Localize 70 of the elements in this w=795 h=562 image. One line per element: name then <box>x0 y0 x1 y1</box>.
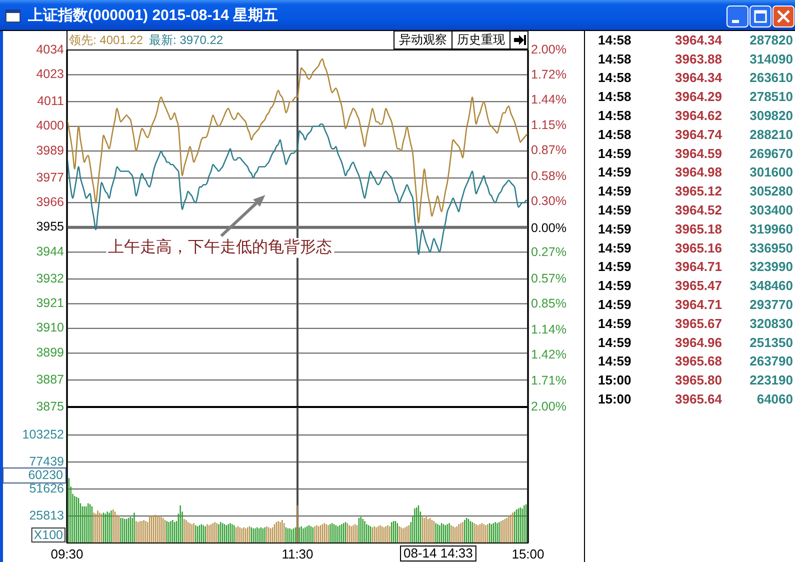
data-label: 251350 <box>750 334 793 350</box>
category-label: 14:59 <box>598 221 632 236</box>
data-label: 3964.52 <box>675 202 722 218</box>
category-label: 15:00 <box>598 392 632 407</box>
data-label: 3965.18 <box>675 221 722 236</box>
data-label: 303400 <box>750 202 793 218</box>
y-tick-label: 51626 <box>29 481 64 496</box>
category-label: 14:59 <box>598 240 632 256</box>
data-label: 263790 <box>750 354 793 369</box>
data-label: 3965.80 <box>675 372 722 388</box>
category-label: 14:59 <box>598 202 632 218</box>
data-label: 3964.59 <box>675 146 722 161</box>
data-label: 348460 <box>750 278 793 294</box>
data-label: 3965.64 <box>675 392 723 407</box>
x-tick-label: 11:30 <box>282 546 314 562</box>
y-tick-label: 103252 <box>22 427 64 442</box>
data-label: 3964.96 <box>675 334 722 350</box>
data-label: 3965.67 <box>675 316 722 331</box>
category-label: 14:58 <box>598 108 632 124</box>
data-label: 3964.71 <box>675 259 722 274</box>
x-tick-label: 15:00 <box>512 546 544 562</box>
data-label: 3964.62 <box>675 108 722 124</box>
data-label: 263610 <box>750 70 793 86</box>
category-label: 14:58 <box>598 70 632 86</box>
data-label: 309820 <box>750 108 793 124</box>
data-label: 3964.98 <box>675 164 722 180</box>
category-label: 14:59 <box>598 164 632 180</box>
category-label: 14:58 <box>598 89 632 104</box>
data-label: 3964.71 <box>675 297 722 312</box>
data-label: 3963.88 <box>675 51 722 66</box>
data-label: 314090 <box>750 51 793 66</box>
data-label: 293770 <box>750 297 793 312</box>
data-label: 319960 <box>750 221 793 236</box>
data-label: 305280 <box>750 184 793 199</box>
category-label: 14:59 <box>598 259 632 274</box>
data-label: 3964.74 <box>675 126 723 142</box>
y-tick-label: 25813 <box>29 508 64 522</box>
data-label: 287820 <box>750 32 793 48</box>
data-label: 223190 <box>750 372 793 388</box>
category-label: 14:59 <box>598 184 632 199</box>
data-label: 3965.12 <box>675 184 722 199</box>
data-label: 3965.68 <box>675 354 722 369</box>
category-label: 14:59 <box>598 354 632 369</box>
data-label: 3965.47 <box>675 278 722 294</box>
category-label: 14:58 <box>598 126 632 142</box>
data-label: 3964.34 <box>675 32 723 48</box>
data-label: 301600 <box>750 164 793 180</box>
category-label: 14:59 <box>598 334 632 350</box>
category-label: 14:58 <box>598 51 632 66</box>
category-label: 14:59 <box>598 297 632 312</box>
text: 60230 <box>28 468 64 482</box>
category-label: 14:58 <box>598 32 632 48</box>
x-tick-label: 09:30 <box>50 546 84 562</box>
data-label: 3964.29 <box>675 89 722 104</box>
data-label: 64060 <box>756 392 793 407</box>
text: 08-14 14:33 <box>404 545 473 560</box>
category-label: 14:59 <box>598 146 632 161</box>
y-axis-title: X100 <box>34 528 64 542</box>
category-label: 14:59 <box>598 316 632 331</box>
data-label: 288210 <box>750 126 793 142</box>
data-label: 269670 <box>750 146 793 161</box>
data-label: 3965.16 <box>675 240 722 256</box>
category-label: 15:00 <box>598 372 632 388</box>
data-label: 278510 <box>750 89 793 104</box>
data-label: 320830 <box>750 316 793 331</box>
y-tick-label: 77439 <box>29 454 64 468</box>
data-label: 336950 <box>750 240 793 256</box>
data-label: 3964.34 <box>675 70 723 86</box>
category-label: 14:59 <box>598 278 632 294</box>
data-label: 323990 <box>750 259 793 274</box>
